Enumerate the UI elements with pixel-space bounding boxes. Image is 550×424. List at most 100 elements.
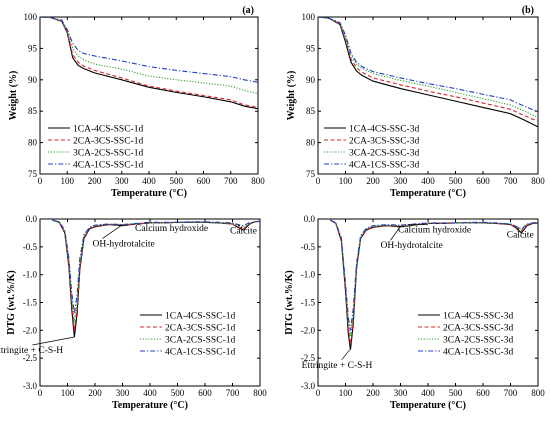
legend-entry: 1CA-4CS-SSC-1d (73, 125, 143, 135)
x-tick-label: 600 (476, 176, 490, 186)
x-tick-label: 0 (316, 176, 321, 186)
x-tick-label: 800 (531, 176, 545, 186)
annotation-label: Calcium hydroxide (135, 224, 208, 234)
chart-panel-d: 0 100 200 300 400 500 600 700 800 0.0 -0.5 -1.0 -1.5… (284, 214, 545, 411)
x-tick-label: 100 (61, 388, 75, 398)
x-tick-label: 300 (115, 176, 129, 186)
y-tick-label: 100 (302, 12, 316, 22)
x-tick-label: 500 (449, 176, 463, 186)
y-tick-label: -1.5 (23, 298, 38, 308)
legend-entry: 3CA-2CS-SSC-1d (165, 336, 235, 346)
x-tick-label: 200 (366, 388, 380, 398)
x-tick-label: 400 (142, 176, 156, 186)
x-tick-label: 800 (531, 388, 545, 398)
chart-panel-a: 0 100 200 300 400 500 600 700 800 75 80 85 90 95 100 Te… (8, 5, 265, 199)
y-tick-label: 80 (306, 138, 316, 148)
series-line-2 (52, 219, 260, 331)
y-tick-label: -1.0 (23, 270, 38, 280)
x-tick-label: 0 (316, 388, 321, 398)
y-tick-label: -3.0 (301, 381, 316, 391)
x-tick-label: 500 (171, 388, 185, 398)
legend-entry: 2CA-3CS-SSC-1d (165, 324, 235, 334)
annotation-label: Calcite (507, 230, 534, 240)
x-axis-label: Temperature (°C) (390, 188, 466, 199)
y-axis-label: DTG (wt.%/K) (284, 270, 295, 334)
series-line-2 (318, 17, 538, 122)
x-tick-label: 800 (253, 388, 267, 398)
annotation-label: OH-hydrotalcite (93, 240, 155, 250)
x-tick-label: 500 (449, 388, 463, 398)
y-tick-label: -2.0 (301, 325, 316, 335)
y-tick-label: 75 (28, 169, 38, 179)
y-tick-label: -3.0 (23, 381, 38, 391)
y-tick-label: 90 (28, 75, 38, 85)
series-line-4 (52, 219, 260, 314)
legend-entry: 4CA-1CS-SSC-3d (443, 348, 513, 358)
panel-label: (a) (242, 5, 254, 16)
annotation-label: Ettringite + C-S-H (302, 361, 373, 371)
y-tick-label: -2.5 (23, 353, 38, 363)
x-tick-label: 200 (88, 388, 102, 398)
x-tick-label: 300 (116, 388, 130, 398)
legend-entry: 3CA-2CS-SSC-1d (73, 149, 143, 159)
x-tick-label: 600 (476, 388, 490, 398)
legend-entry: 1CA-4CS-SSC-3d (443, 312, 513, 322)
x-axis-label: Temperature (°C) (111, 188, 187, 199)
annotation-pointer (390, 226, 401, 241)
legend-entry: 2CA-3CS-SSC-3d (349, 137, 419, 147)
y-tick-label: -0.5 (23, 242, 38, 252)
legend-entry: 4CA-1CS-SSC-3d (349, 161, 419, 171)
legend-entry: 1CA-4CS-SSC-3d (349, 125, 419, 135)
annotation-pointer (516, 227, 519, 230)
x-tick-label: 100 (339, 388, 353, 398)
legend-entry: 2CA-3CS-SSC-1d (73, 137, 143, 147)
x-tick-label: 700 (504, 176, 518, 186)
y-tick-label: -1.5 (301, 298, 316, 308)
x-tick-label: 700 (224, 176, 238, 186)
x-tick-label: 600 (197, 176, 211, 186)
y-tick-label: -2.5 (301, 353, 316, 363)
y-tick-label: -2.0 (23, 325, 38, 335)
series-line-3 (52, 219, 260, 323)
annotation-pointer (102, 224, 123, 239)
series-line-3 (330, 219, 538, 336)
x-axis-label: Temperature (°C) (112, 400, 188, 411)
legend-entry: 2CA-3CS-SSC-3d (443, 324, 513, 334)
x-tick-label: 400 (421, 176, 435, 186)
x-tick-label: 400 (143, 388, 157, 398)
y-tick-label: 80 (28, 138, 38, 148)
y-tick-label: 75 (306, 169, 316, 179)
x-tick-label: 100 (61, 176, 75, 186)
y-tick-label: 95 (306, 43, 316, 53)
series-line-3 (318, 17, 538, 118)
y-tick-label: -0.5 (301, 242, 316, 252)
x-tick-label: 200 (366, 176, 380, 186)
legend-entry: 3CA-2CS-SSC-3d (349, 149, 419, 159)
chart-panel-c: 0 100 200 300 400 500 600 700 800 0.0 -0.5 -1.0 -1.5… (0, 214, 267, 411)
x-tick-label: 300 (394, 388, 408, 398)
series-line-2 (330, 219, 538, 345)
legend-entry: 3CA-2CS-SSC-3d (443, 336, 513, 346)
annotation-label: OH-hydrotalcite (381, 241, 443, 251)
y-tick-label: 95 (28, 43, 38, 53)
y-tick-label: 0.0 (26, 214, 38, 224)
legend-entry: 1CA-4CS-SSC-1d (165, 312, 235, 322)
x-axis-label: Temperature (°C) (390, 400, 466, 411)
legend-entry: 4CA-1CS-SSC-1d (73, 161, 143, 171)
annotation-label: Calcite (230, 227, 257, 237)
y-axis-label: Weight (%) (286, 71, 297, 121)
y-tick-label: 85 (306, 106, 316, 116)
chart-panel-b: 0 100 200 300 400 500 600 700 800 75 80 85 90 95 100 Te… (286, 5, 545, 199)
annotation-pointer (341, 349, 350, 361)
x-tick-label: 700 (504, 388, 518, 398)
series-line-1 (40, 17, 258, 110)
x-tick-label: 200 (88, 176, 102, 186)
series-line-3 (40, 17, 258, 95)
y-tick-label: 85 (28, 106, 38, 116)
y-tick-label: 0.0 (304, 214, 316, 224)
x-tick-label: 400 (421, 388, 435, 398)
x-tick-label: 0 (38, 388, 43, 398)
series-line-4 (330, 219, 538, 331)
